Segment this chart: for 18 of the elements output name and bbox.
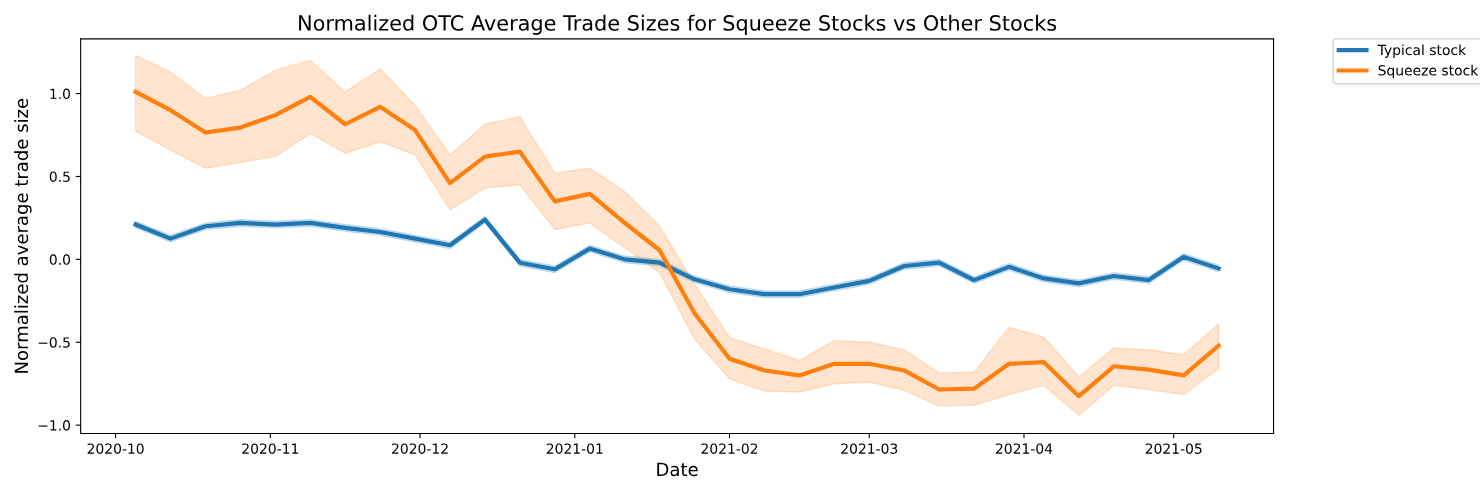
legend-label: Typical stock — [1377, 44, 1467, 58]
y-tick-label: 0.5 — [49, 171, 70, 182]
x-tick-label: 2021-01 — [546, 443, 603, 454]
y-tick-label: −0.5 — [38, 337, 70, 348]
x-tick-label: 2021-03 — [841, 443, 898, 454]
x-tick-label: 2020-11 — [242, 443, 299, 454]
y-tick-label: 1.0 — [50, 88, 71, 100]
x-axis-title: Date — [657, 462, 698, 477]
y-tick-label: 0.0 — [49, 254, 71, 265]
x-tick-label: 2020-12 — [392, 443, 448, 454]
y-tick-label: −1.0 — [38, 420, 71, 431]
y-axis-title: Normalized average trade size — [14, 98, 32, 373]
chart-title: Normalized OTC Average Trade Sizes for Squeeze Stocks vs Other Stocks — [299, 14, 1057, 35]
x-tick-label: 2021-04 — [995, 443, 1053, 454]
x-tick-label: 2021-05 — [1145, 443, 1202, 454]
x-tick-label: 2020-10 — [87, 443, 144, 454]
legend-label: Squeeze stock — [1378, 64, 1479, 79]
x-tick-label: 2021-02 — [701, 443, 758, 454]
